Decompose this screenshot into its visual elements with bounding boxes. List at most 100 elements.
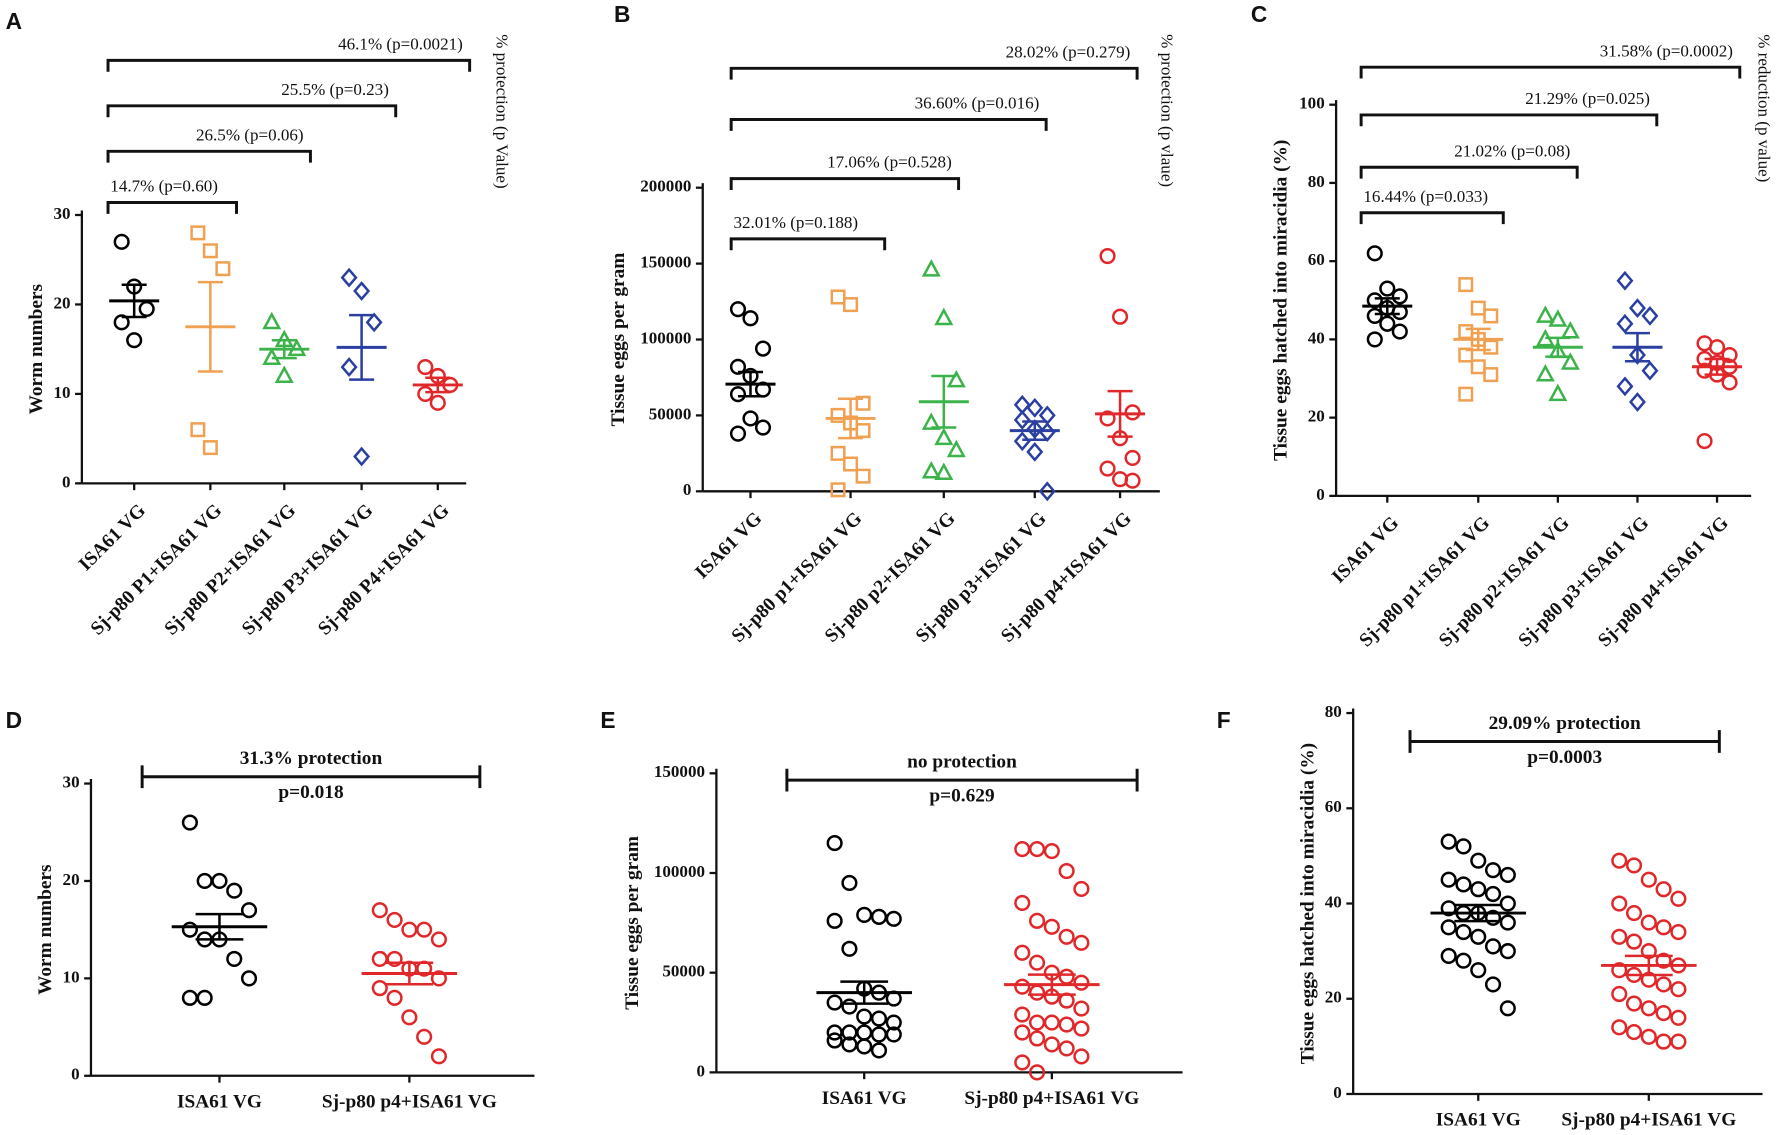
point bbox=[371, 980, 388, 997]
point bbox=[1670, 890, 1687, 907]
point bbox=[870, 908, 888, 925]
point bbox=[841, 998, 858, 1015]
point bbox=[1026, 441, 1044, 462]
y-tick-label: 30 bbox=[63, 772, 80, 791]
point bbox=[386, 989, 403, 1006]
bracket bbox=[1359, 113, 1659, 127]
point bbox=[1470, 300, 1486, 316]
y-tick-label: 10 bbox=[63, 967, 80, 986]
point bbox=[754, 340, 772, 357]
y-tick-label: 40 bbox=[1308, 328, 1325, 347]
y-axis-label: Worm numbers bbox=[26, 283, 47, 414]
y-tick-label: 50000 bbox=[662, 962, 705, 981]
point bbox=[1028, 1014, 1046, 1031]
point bbox=[1014, 841, 1031, 858]
point bbox=[1028, 841, 1046, 858]
point bbox=[1628, 345, 1646, 365]
point bbox=[870, 1042, 888, 1059]
point bbox=[1073, 1000, 1090, 1017]
point bbox=[1655, 952, 1672, 969]
annotation: 31.3% protection bbox=[240, 748, 383, 769]
x-tick-label: ISA61 VG bbox=[1436, 1110, 1521, 1131]
point bbox=[1458, 386, 1474, 402]
y-axis-label: Tissue eggs per gram bbox=[608, 253, 629, 427]
point bbox=[1611, 895, 1628, 912]
y-tick-label: 20 bbox=[1325, 988, 1342, 1007]
point bbox=[1111, 308, 1129, 325]
x-tick-label: ISA61 VG bbox=[691, 508, 766, 583]
point bbox=[1721, 346, 1738, 364]
point bbox=[934, 307, 954, 326]
bracket bbox=[106, 58, 472, 72]
point bbox=[830, 407, 846, 423]
point bbox=[240, 970, 258, 987]
point bbox=[1026, 397, 1044, 418]
point bbox=[870, 1010, 888, 1027]
point bbox=[181, 921, 198, 938]
point bbox=[1028, 1064, 1046, 1081]
point bbox=[1058, 1040, 1075, 1057]
point bbox=[138, 300, 155, 317]
point bbox=[830, 445, 846, 461]
point bbox=[371, 950, 388, 967]
point bbox=[1640, 1000, 1657, 1017]
y-tick-label: 0 bbox=[1333, 1083, 1342, 1102]
point bbox=[742, 410, 759, 427]
point bbox=[742, 310, 759, 327]
point bbox=[946, 369, 966, 388]
point bbox=[1616, 270, 1634, 291]
point bbox=[1611, 928, 1628, 945]
point bbox=[1640, 1028, 1657, 1045]
annotation: 31.58% (p=0.0002) bbox=[1600, 41, 1733, 60]
point bbox=[870, 1026, 888, 1043]
point bbox=[1124, 449, 1141, 466]
point bbox=[1038, 481, 1056, 502]
side-label: % protection (p vlaue) bbox=[1158, 34, 1177, 187]
point bbox=[1484, 909, 1502, 926]
point bbox=[885, 910, 902, 927]
point bbox=[353, 281, 371, 301]
x-tick-label: ISA61 VG bbox=[1328, 513, 1403, 588]
point bbox=[1028, 954, 1046, 971]
point bbox=[113, 314, 130, 331]
point bbox=[386, 911, 403, 929]
point bbox=[401, 1009, 418, 1026]
point bbox=[196, 872, 213, 890]
annotation: 26.5% (p=0.06) bbox=[196, 125, 304, 144]
point bbox=[202, 440, 218, 456]
y-tick-label: 10 bbox=[53, 383, 70, 402]
y-tick-label: 20 bbox=[53, 293, 70, 312]
annotation: p=0.018 bbox=[278, 782, 344, 803]
bracket bbox=[1359, 165, 1579, 179]
point bbox=[190, 422, 206, 438]
point bbox=[1625, 857, 1643, 874]
point bbox=[1455, 952, 1472, 969]
point bbox=[365, 312, 383, 333]
point bbox=[934, 427, 954, 446]
point bbox=[340, 267, 358, 288]
point bbox=[754, 419, 772, 436]
point bbox=[1366, 331, 1383, 348]
bracket bbox=[785, 768, 1139, 792]
point bbox=[417, 385, 434, 402]
point bbox=[841, 940, 858, 957]
x-tick-label: Sj-p80 p3+ISA61 VG bbox=[1515, 513, 1654, 652]
point bbox=[1640, 914, 1657, 931]
point bbox=[1099, 247, 1116, 265]
point bbox=[1043, 1036, 1060, 1053]
point bbox=[1028, 984, 1046, 1001]
point bbox=[1458, 324, 1474, 340]
point bbox=[240, 902, 258, 919]
y-axis-label: Worm numbers bbox=[35, 864, 56, 995]
point bbox=[1499, 866, 1516, 884]
point bbox=[1616, 313, 1634, 334]
x-tick-label: Sj-p80 p4+ISA61 VG bbox=[1561, 1110, 1736, 1131]
point bbox=[1484, 885, 1502, 903]
point bbox=[934, 462, 954, 481]
point bbox=[729, 301, 747, 318]
point bbox=[1670, 1033, 1687, 1050]
point bbox=[202, 243, 218, 259]
point bbox=[1099, 460, 1116, 477]
bracket bbox=[729, 237, 887, 251]
